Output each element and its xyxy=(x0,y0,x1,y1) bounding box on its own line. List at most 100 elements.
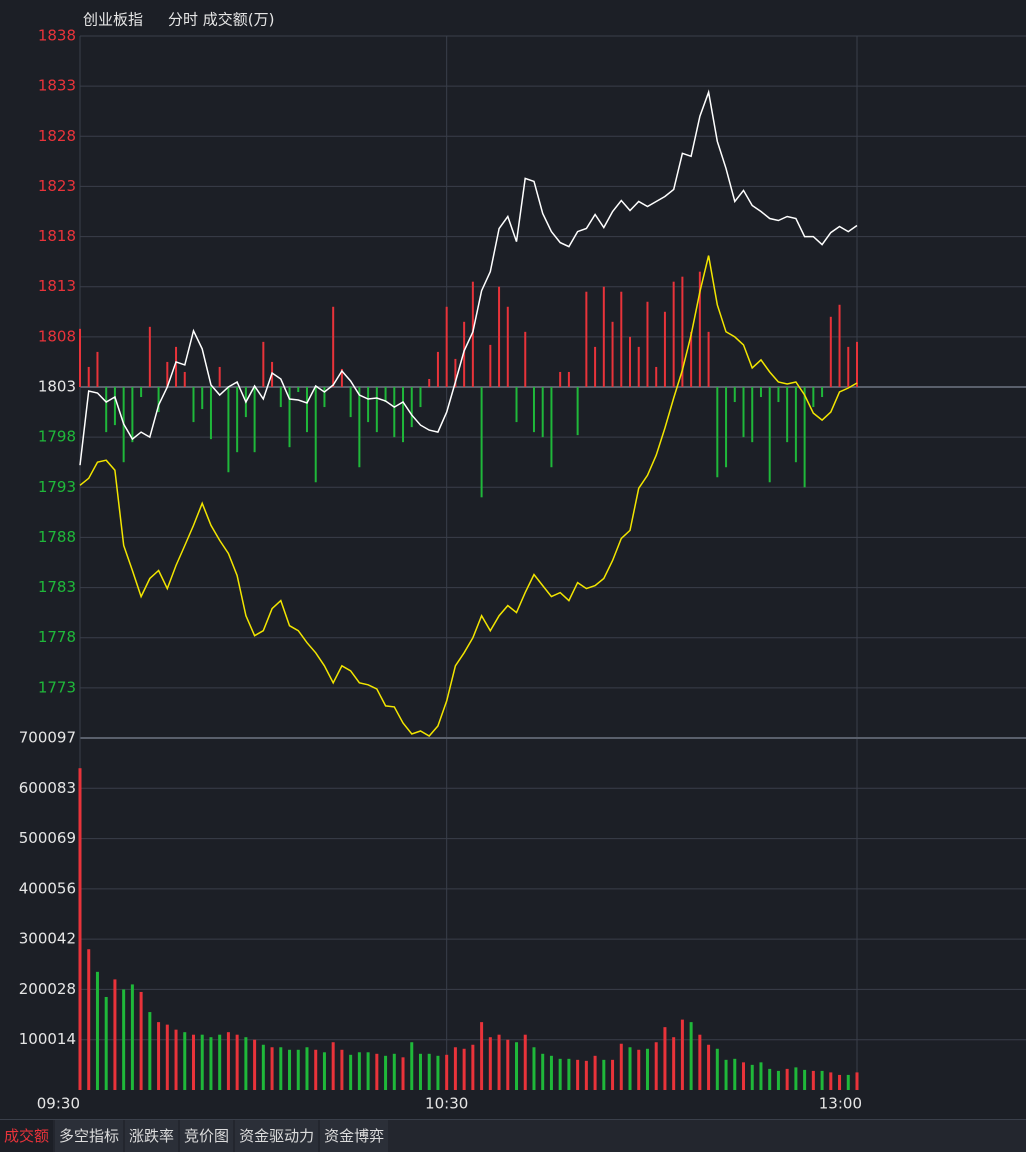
trend-bar xyxy=(759,387,762,398)
trend-bar xyxy=(201,387,204,410)
volume-bar xyxy=(78,768,82,1090)
volume-bar xyxy=(253,1039,257,1090)
trend-bar xyxy=(847,346,850,387)
volume-bar xyxy=(532,1047,536,1090)
trend-bar xyxy=(812,387,815,408)
volume-bar xyxy=(314,1049,318,1090)
y-tick-label: 1778 xyxy=(38,628,76,646)
trend-bar xyxy=(105,387,108,433)
volume-bar xyxy=(733,1058,737,1090)
volume-bar xyxy=(680,1019,684,1090)
volume-bar xyxy=(392,1053,396,1090)
tab[interactable]: 涨跌率 xyxy=(125,1120,179,1152)
trend-bar xyxy=(218,366,221,387)
tab[interactable]: 资金博弈 xyxy=(320,1120,389,1152)
volume-bar xyxy=(846,1074,850,1090)
volume-bar xyxy=(506,1039,510,1090)
volume-bar xyxy=(742,1062,746,1090)
volume-bar xyxy=(418,1053,422,1090)
chart: 创业板指 分时 成交额(万) 09:30 10:30 13:00 1838 1833 18… xyxy=(19,11,1026,1113)
trend-bar xyxy=(663,311,666,387)
tab[interactable]: 资金驱动力 xyxy=(235,1120,319,1152)
trend-bar xyxy=(541,387,544,438)
trend-bar xyxy=(402,387,405,443)
tab[interactable]: 成交额 xyxy=(0,1120,54,1152)
volume-bar xyxy=(645,1048,649,1090)
y-tick-label: 700097 xyxy=(19,729,76,747)
volume-bar xyxy=(261,1044,265,1090)
volume-bar xyxy=(724,1059,728,1090)
volume-bar xyxy=(165,1024,169,1090)
trend-bar xyxy=(384,387,387,403)
trend-bar xyxy=(410,387,413,428)
trend-bar xyxy=(436,351,439,387)
y-tick-label: 400056 xyxy=(19,879,76,897)
trend-bar xyxy=(690,331,693,387)
volume-bar xyxy=(183,1032,187,1090)
volume-bar xyxy=(488,1037,492,1090)
volume-bar xyxy=(104,996,108,1090)
chart-title: 创业板指 xyxy=(83,11,143,29)
trend-bar xyxy=(803,387,806,488)
volume-bar xyxy=(401,1057,405,1090)
trend-bar xyxy=(515,387,518,423)
trend-bar xyxy=(838,304,841,387)
volume-bar xyxy=(174,1029,178,1090)
trend-bar xyxy=(576,387,579,436)
volume-bar xyxy=(209,1037,213,1090)
trend-bar xyxy=(428,378,431,387)
volume-bar xyxy=(811,1070,815,1090)
trend-bar xyxy=(175,346,178,387)
trend-bar xyxy=(79,328,81,387)
trend-bar xyxy=(227,387,230,473)
volume-bar xyxy=(558,1058,562,1090)
trend-bar xyxy=(794,387,797,463)
trend-bar xyxy=(707,331,710,387)
trend-bar xyxy=(253,387,256,453)
y-tick-label: 1783 xyxy=(38,578,76,596)
trend-bar xyxy=(140,387,143,398)
volume-bar xyxy=(279,1047,283,1090)
y-tick-label: 1833 xyxy=(38,77,76,95)
x-tick-label: 10:30 xyxy=(425,1095,468,1113)
trend-bar xyxy=(856,341,858,387)
trend-bar xyxy=(742,387,745,438)
volume-bar xyxy=(235,1034,239,1090)
volume-bar xyxy=(497,1034,501,1090)
volume-bar xyxy=(226,1032,230,1090)
volume-bar xyxy=(628,1047,632,1090)
y-tick-label: 1823 xyxy=(38,177,76,195)
volume-bar xyxy=(838,1074,842,1090)
trend-bar xyxy=(471,281,474,387)
volume-bar xyxy=(87,949,91,1090)
volume-bar xyxy=(611,1059,615,1090)
trend-bar xyxy=(559,371,562,387)
volume-bar xyxy=(471,1044,475,1090)
volume-bar xyxy=(480,1022,484,1090)
volume-bar xyxy=(785,1068,789,1090)
trend-bar xyxy=(733,387,736,403)
tab[interactable]: 多空指标 xyxy=(55,1120,124,1152)
trend-bar xyxy=(629,336,632,387)
volume-bar xyxy=(349,1054,353,1090)
trend-bar xyxy=(209,387,212,440)
volume-bar xyxy=(113,979,117,1090)
trend-bar xyxy=(716,387,719,478)
volume-bar xyxy=(200,1034,204,1090)
trend-bar xyxy=(646,301,649,387)
y-tick-label: 1803 xyxy=(38,378,76,396)
trend-bar xyxy=(445,306,448,387)
volume-bar xyxy=(707,1044,711,1090)
tab[interactable]: 竞价图 xyxy=(180,1120,234,1152)
volume-bar xyxy=(829,1072,833,1090)
volume-bar xyxy=(357,1052,361,1090)
volume-bar xyxy=(130,984,134,1090)
volume-bar xyxy=(218,1034,222,1090)
volume-bar xyxy=(698,1034,702,1090)
tab-bar: 成交额 多空指标 涨跌率 竞价图 资金驱动力 资金博弈 xyxy=(0,1119,1026,1152)
trend-bar xyxy=(288,387,291,448)
volume-bar xyxy=(855,1072,859,1090)
volume-bar xyxy=(541,1053,545,1090)
volume-bar xyxy=(759,1062,763,1090)
